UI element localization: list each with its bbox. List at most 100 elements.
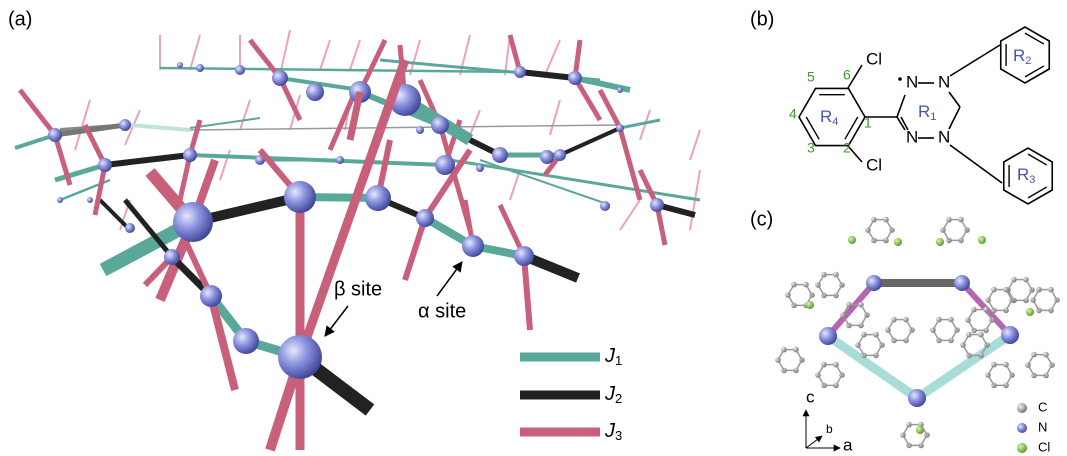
molecule-labels: Cl Cl N N N N R1 R2 R3 R4 1 2 3 4 5 6 [789, 46, 1035, 185]
panel-label: (c) [750, 208, 773, 230]
position-label: 5 [807, 69, 815, 85]
atom [476, 164, 484, 172]
panel-label: (b) [750, 8, 774, 30]
atom [1001, 326, 1019, 344]
bond [949, 107, 960, 129]
atom [196, 64, 204, 72]
bond [845, 117, 858, 139]
position-label: 3 [807, 140, 815, 156]
panel-label: (a) [8, 8, 32, 30]
bond [906, 320, 912, 330]
bond [300, 60, 405, 357]
atom [848, 236, 856, 244]
bond [95, 165, 105, 215]
bond [897, 95, 905, 117]
atom [600, 201, 610, 211]
atom-label: N [906, 127, 918, 146]
atom [119, 119, 131, 131]
axis-label: b [826, 422, 833, 436]
bond [350, 40, 360, 70]
atom [540, 150, 554, 164]
legend-label: J3 [604, 420, 622, 443]
atom-label: N [938, 72, 950, 91]
atom-label: N [906, 72, 918, 91]
bond [836, 275, 842, 285]
atom [431, 116, 449, 134]
bond [690, 130, 700, 160]
bond [510, 170, 520, 200]
atom [1017, 443, 1027, 453]
atom [916, 426, 924, 434]
bond [1025, 66, 1044, 77]
position-label: 1 [864, 115, 872, 131]
atom [650, 198, 664, 212]
atom [284, 181, 316, 213]
legend-label: N [1038, 419, 1047, 434]
bond [524, 256, 530, 330]
atom [57, 197, 63, 203]
bond [951, 320, 957, 330]
bond [1046, 355, 1052, 365]
atom [125, 223, 135, 233]
bond [876, 335, 882, 345]
crystal-panel [775, 217, 1060, 453]
bond [950, 45, 1000, 76]
radical-dot [898, 77, 902, 81]
network-panel [15, 30, 700, 450]
ring-label: R4 [820, 107, 838, 127]
bond [600, 90, 620, 128]
atom [954, 275, 970, 291]
bond [550, 100, 560, 135]
atom [336, 156, 344, 164]
bond [1028, 154, 1047, 165]
atom [1017, 403, 1027, 413]
atom [87, 197, 93, 203]
site-label: α site [418, 300, 466, 322]
bond [1025, 33, 1044, 44]
atom [894, 238, 902, 246]
bond [405, 218, 425, 280]
bond [1006, 365, 1012, 375]
atom [568, 71, 582, 85]
bond [130, 125, 190, 130]
atom [235, 65, 245, 75]
bond [1026, 280, 1032, 290]
atom [1026, 308, 1034, 316]
atom [200, 285, 222, 307]
bond [828, 336, 917, 398]
bond [470, 110, 480, 135]
atom [617, 87, 623, 93]
ring-label: R3 [1017, 165, 1035, 185]
bond [450, 160, 700, 200]
bond [545, 40, 560, 75]
bond [961, 220, 967, 230]
atom [616, 124, 624, 132]
bond [949, 92, 960, 107]
atom [514, 66, 526, 78]
bond [828, 283, 874, 336]
atom [866, 275, 882, 291]
bond [861, 305, 867, 315]
bond [520, 72, 575, 78]
atom [1017, 423, 1027, 433]
atom [462, 235, 484, 257]
legend-label: J2 [604, 383, 622, 406]
bond [981, 335, 987, 345]
atom [233, 328, 259, 354]
atom [416, 126, 424, 134]
atom [806, 301, 814, 309]
legend-label: Cl [1038, 439, 1050, 454]
bond [806, 117, 819, 139]
atom [908, 389, 926, 407]
atom [272, 70, 288, 86]
legend: J1 J2 J3 [520, 345, 622, 443]
atom [183, 148, 197, 162]
bond [620, 200, 640, 230]
ring-label: R1 [918, 102, 936, 122]
bond [950, 145, 1002, 183]
atom [936, 238, 944, 246]
axis-label: a [843, 435, 853, 454]
atom [173, 202, 213, 242]
ring-label: R2 [1013, 46, 1031, 66]
bond [886, 220, 892, 230]
